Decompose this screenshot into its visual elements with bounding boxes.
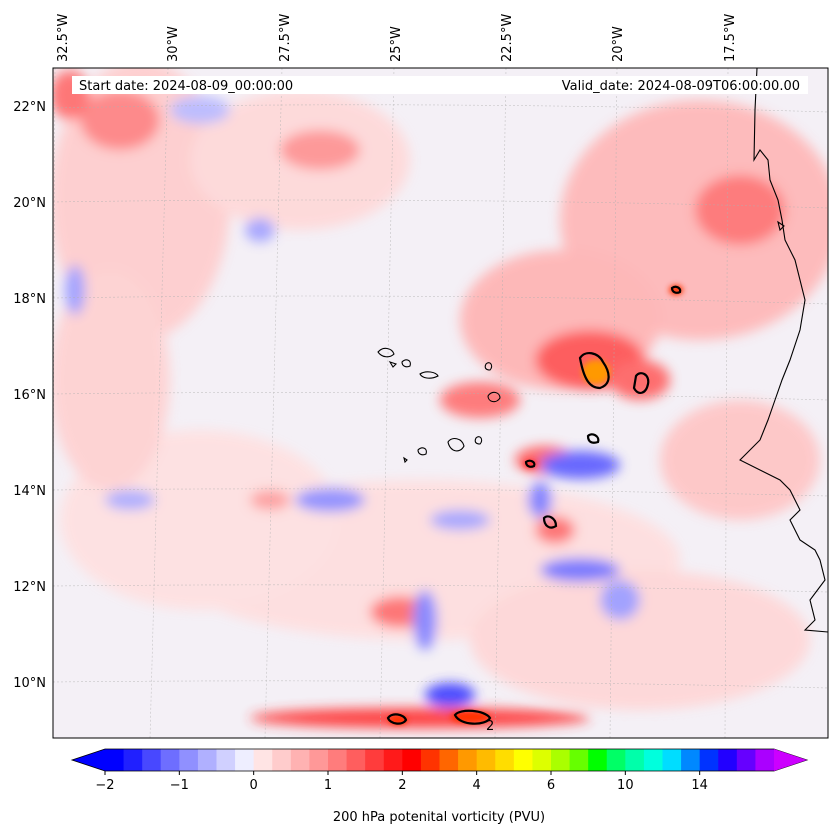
lat-label: 22°N [13,100,46,115]
colorbar-cell [290,749,310,771]
colorbar-cell [513,749,533,771]
colorbar-cell [681,749,701,771]
map-panel: 2 [53,68,828,738]
colorbar: −2 −1 0 1 2 4 6 10 14 200 hPa potenital vorticit… [70,748,809,825]
lon-label: 20°W [611,26,626,62]
colorbar-ticks: −2 −1 0 1 2 4 6 10 14 [95,771,708,793]
date-label-box [72,76,808,94]
lon-label: 22.5°W [500,14,515,62]
colorbar-cell [383,749,403,771]
map-frame [52,67,829,739]
colorbar-cell [551,749,571,771]
longitude-labels: 32.5°W 30°W 27.5°W 25°W 22.5°W 20°W 17.5… [56,14,738,62]
colorbar-title: 200 hPa potenital vorticity (PVU) [333,810,545,825]
lat-label: 16°N [13,388,46,403]
colorbar-under-arrow [72,749,105,771]
colorbar-cell [643,749,663,771]
colorbar-cell [365,749,385,771]
colorbar-cell [160,749,180,771]
colorbar-cell [495,749,515,771]
colorbar-cell [699,749,719,771]
colorbar-cell [346,749,366,771]
colorbar-tick-label: 10 [617,778,634,793]
lon-label: 32.5°W [56,14,71,62]
colorbar-tick-label: 6 [547,778,555,793]
colorbar-cell [235,749,255,771]
lon-label: 17.5°W [723,14,738,62]
graticule [53,68,828,738]
colorbar-cell [736,749,756,771]
colorbar-cell [439,749,459,771]
colorbar-tick-label: −1 [170,778,189,793]
lon-label: 30°W [166,26,181,62]
lat-label: 10°N [13,676,46,691]
colorbar-cell [458,749,478,771]
start-date-label: Start date: 2024-08-09_00:00:00 [79,79,293,94]
colorbar-tick-label: −2 [95,778,114,793]
valid-date-label: Valid_date: 2024-08-09T06:00:00.00 [562,79,800,94]
colorbar-cell [328,749,348,771]
colorbar-cell [105,749,125,771]
colorbar-over-arrow [774,749,807,771]
lat-label: 12°N [13,580,46,595]
coastline [377,68,828,633]
colorbar-cell [606,749,626,771]
colorbar-cell [420,749,440,771]
lon-label: 25°W [389,26,404,62]
colorbar-tick-label: 2 [398,778,406,793]
colorbar-cell [402,749,422,771]
lon-label: 27.5°W [278,14,293,62]
lat-label: 14°N [13,484,46,499]
colorbar-cell [123,749,143,771]
colorbar-cell [588,749,608,771]
colorbar-cell [216,749,236,771]
colorbar-tick-label: 0 [250,778,258,793]
colorbar-cell [662,749,682,771]
colorbar-cells [70,748,809,772]
pv-field-core [388,285,683,725]
colorbar-cell [272,749,292,771]
colorbar-cell [179,749,199,771]
colorbar-cell [569,749,589,771]
pv-field [53,68,828,728]
colorbar-tick-label: 1 [324,778,332,793]
colorbar-cell [309,749,329,771]
colorbar-cell [718,749,738,771]
latitude-labels: 22°N 20°N 18°N 16°N 14°N 12°N 10°N [13,100,46,691]
colorbar-cell [476,749,496,771]
colorbar-cell [197,749,217,771]
colorbar-tick-label: 4 [473,778,481,793]
contour-label: 2 [486,719,494,734]
pv-contours [386,285,682,725]
colorbar-cell [142,749,162,771]
colorbar-tick-label: 14 [691,778,708,793]
lat-label: 20°N [13,196,46,211]
lat-label: 18°N [13,292,46,307]
colorbar-cell [532,749,552,771]
colorbar-cell [755,749,775,771]
date-labels: Start date: 2024-08-09_00:00:00 Valid_da… [72,76,808,94]
colorbar-cell [625,749,645,771]
colorbar-cell [253,749,273,771]
